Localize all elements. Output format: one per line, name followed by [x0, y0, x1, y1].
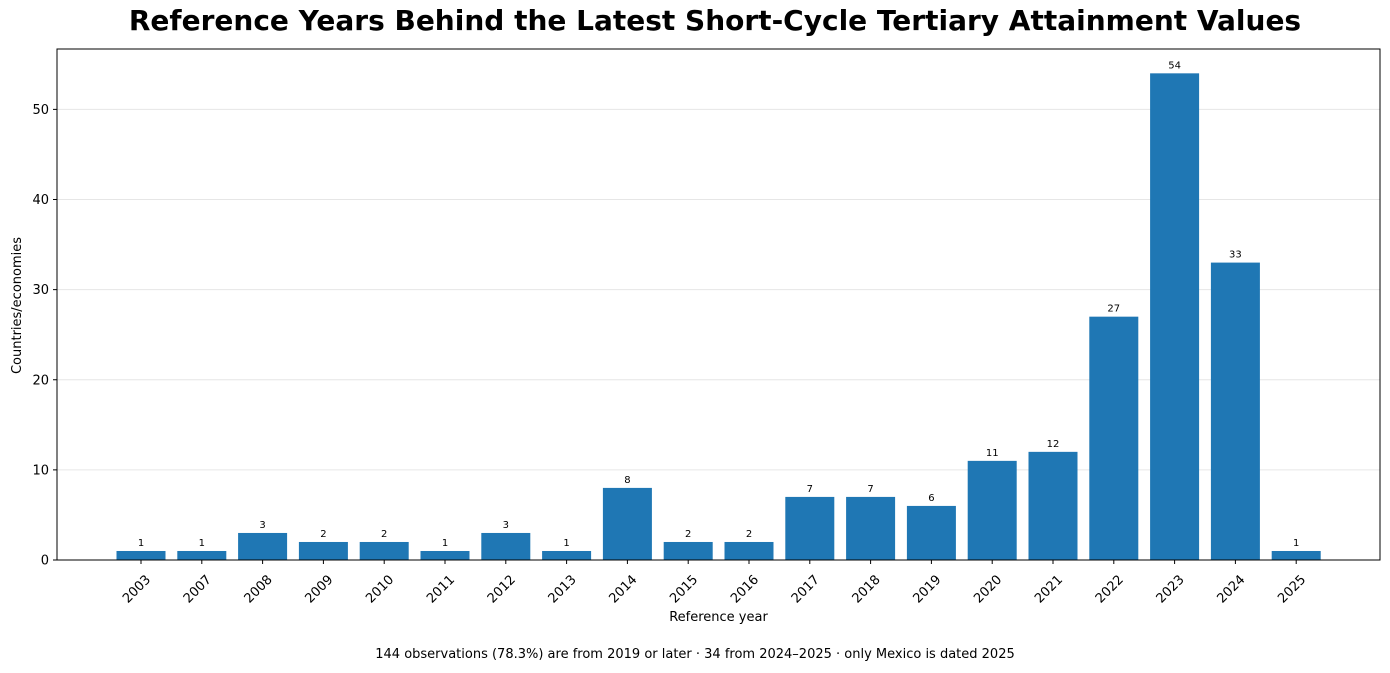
x-tick-label-2007: 2007 [181, 572, 215, 606]
data-label-2010: 2 [381, 529, 387, 540]
x-tick-label-2011: 2011 [424, 572, 458, 606]
x-tick-label-2012: 2012 [485, 572, 519, 606]
bar-2024 [1210, 262, 1260, 560]
x-tick-label-2024: 2024 [1214, 572, 1248, 606]
data-label-2015: 2 [685, 529, 691, 540]
data-label-2024: 33 [1229, 250, 1242, 261]
data-label-2023: 54 [1168, 60, 1181, 71]
y-tick-label: 40 [32, 193, 49, 208]
bar-2017 [785, 496, 835, 560]
x-tick-label-2019: 2019 [910, 572, 944, 606]
y-axis-ticks: 0 10 20 30 40 50 [32, 103, 57, 569]
data-label-2016: 2 [746, 529, 752, 540]
y-tick-label: 0 [41, 554, 49, 569]
bar-2003 [116, 550, 166, 560]
plot-frame [56, 48, 1381, 561]
data-label-2017: 7 [807, 484, 813, 495]
data-label-2022: 27 [1107, 304, 1120, 315]
bar-2011 [420, 550, 470, 560]
bar-2007 [177, 550, 227, 560]
x-tick-label-2014: 2014 [606, 572, 640, 606]
x-tick-label-2003: 2003 [120, 572, 154, 606]
data-label-2018: 7 [867, 484, 873, 495]
x-tick-label-2023: 2023 [1154, 572, 1188, 606]
data-label-2014: 8 [624, 475, 630, 486]
bar-2015 [663, 541, 713, 560]
y-tick-label: 30 [32, 283, 49, 298]
bar-2014 [602, 487, 652, 560]
x-tick-label-2016: 2016 [728, 572, 762, 606]
x-tick-label-2025: 2025 [1275, 572, 1309, 606]
data-label-2003: 1 [138, 538, 144, 549]
x-axis-label: Reference year [669, 610, 768, 625]
y-tick-label: 10 [32, 463, 49, 478]
bar-2025 [1271, 550, 1321, 560]
x-tick-label-2020: 2020 [971, 572, 1005, 606]
bar-2019 [906, 505, 956, 560]
bar-2010 [359, 541, 409, 560]
bar-2022 [1089, 316, 1139, 560]
x-axis-ticks: 2003 2007 2008 2009 2010 2011 2012 2013 2014 2015… [120, 560, 1309, 606]
data-label-2019: 6 [928, 493, 934, 504]
chart-title: Reference Years Behind the Latest Short-… [128, 4, 1302, 37]
data-label-2021: 12 [1047, 439, 1060, 450]
x-tick-label-2009: 2009 [302, 572, 336, 606]
x-tick-label-2015: 2015 [667, 572, 701, 606]
bar-2009 [298, 541, 348, 560]
data-label-2013: 1 [563, 538, 569, 549]
data-label-2011: 1 [442, 538, 448, 549]
data-label-2012: 3 [503, 520, 509, 531]
y-axis-label: Countries/economies [10, 237, 25, 374]
y-tick-label: 50 [32, 103, 49, 118]
bar-2012 [481, 532, 531, 560]
bar-2023 [1150, 73, 1200, 560]
y-tick-label: 20 [32, 373, 49, 388]
x-tick-label-2013: 2013 [546, 572, 580, 606]
bar-2020 [967, 460, 1017, 560]
x-tick-label-2010: 2010 [363, 572, 397, 606]
bar-2021 [1028, 451, 1078, 560]
bars [116, 73, 1321, 560]
x-tick-label-2018: 2018 [850, 572, 884, 606]
data-label-2008: 3 [259, 520, 265, 531]
footnote: 144 observations (78.3%) are from 2019 o… [375, 647, 1015, 662]
data-label-2007: 1 [199, 538, 205, 549]
bar-2018 [846, 496, 896, 560]
data-label-2009: 2 [320, 529, 326, 540]
data-label-2020: 11 [986, 448, 999, 459]
x-tick-label-2021: 2021 [1032, 572, 1066, 606]
bar-2013 [542, 550, 592, 560]
x-tick-label-2022: 2022 [1093, 572, 1127, 606]
bar-2008 [238, 532, 288, 560]
x-tick-label-2008: 2008 [242, 572, 276, 606]
data-label-2025: 1 [1293, 538, 1299, 549]
bar-2016 [724, 541, 774, 560]
x-tick-label-2017: 2017 [789, 572, 823, 606]
